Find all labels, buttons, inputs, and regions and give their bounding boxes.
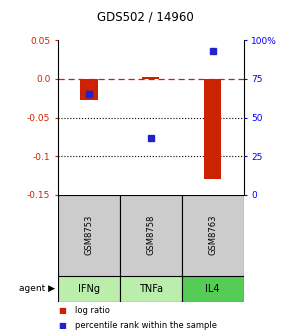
Bar (182, 195, 244, 276)
Text: percentile rank within the sample: percentile rank within the sample (75, 322, 218, 330)
Text: ■: ■ (58, 306, 66, 315)
Bar (58, 276, 120, 302)
Bar (120, 195, 182, 276)
Text: agent ▶: agent ▶ (19, 285, 55, 293)
Text: TNFa: TNFa (139, 284, 163, 294)
Text: IL4: IL4 (205, 284, 220, 294)
Text: GSM8753: GSM8753 (84, 215, 93, 255)
Bar (142, 77, 160, 79)
Text: GSM8763: GSM8763 (208, 215, 217, 255)
Text: IFNg: IFNg (78, 284, 100, 294)
Bar (204, 79, 221, 179)
Bar (182, 276, 244, 302)
Text: ■: ■ (58, 322, 66, 330)
Text: log ratio: log ratio (75, 306, 110, 315)
Text: GSM8758: GSM8758 (146, 215, 155, 255)
Bar (80, 79, 98, 100)
Bar (58, 195, 120, 276)
Bar (120, 276, 182, 302)
Text: GDS502 / 14960: GDS502 / 14960 (97, 10, 193, 23)
